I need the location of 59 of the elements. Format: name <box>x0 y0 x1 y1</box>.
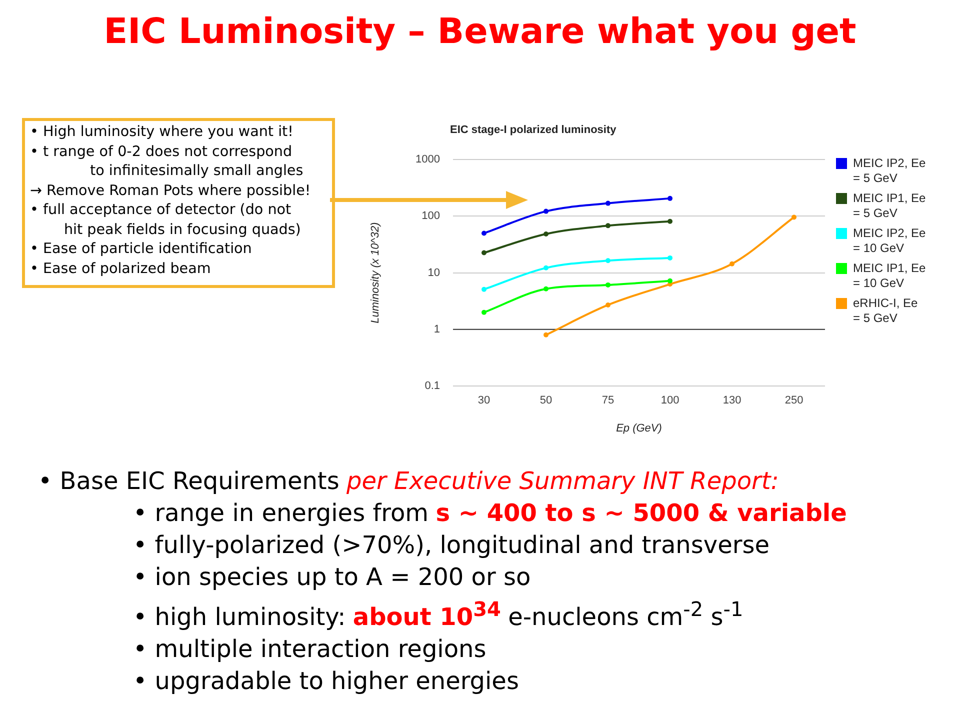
text: e-nucleons cm$^{-2}$ s$^{-1}$ <box>508 597 744 631</box>
text: per Executive Summary INT Report: <box>346 467 779 495</box>
point <box>668 196 672 201</box>
x-tick-label: 75 <box>602 394 614 407</box>
text: • t range of 0-2 does not correspond <box>30 142 294 162</box>
chart-title: EIC Luminosity – Beware what you get <box>102 12 858 52</box>
x-axis-title: Ep (GeV) <box>616 422 662 434</box>
text: • high luminosity: <box>133 603 346 631</box>
y-axis-title: Luminosity (x 10^32) <box>370 222 382 324</box>
y-tick-label: 100 <box>422 210 440 222</box>
text: • range in energies from <box>133 499 429 527</box>
chart-subtitle: EIC stage-I polarized luminosity <box>450 124 616 136</box>
text: • multiple interaction regions <box>133 635 486 663</box>
text: • Ease of polarized beam <box>30 260 212 278</box>
text: hit peak fields in focusing quads) <box>63 220 302 240</box>
point <box>730 261 734 266</box>
point <box>544 265 548 270</box>
point <box>544 231 548 236</box>
x-tick-label: 50 <box>540 394 552 407</box>
point <box>482 230 486 236</box>
legend-label: MEIC IP1, Ee = 10 GeV <box>853 261 926 291</box>
y-tick-label: 1000 <box>416 154 440 166</box>
point <box>544 332 548 338</box>
text: • fully-polarized (>70%), longitudinal and transverse <box>133 531 770 559</box>
point <box>668 255 672 260</box>
text: • upgradable to higher energies <box>133 667 519 695</box>
legend-label: MEIC IP2, Ee = 10 GeV <box>853 226 926 256</box>
point <box>792 214 796 220</box>
y-tick-label: 10 <box>428 266 440 279</box>
point <box>544 208 548 214</box>
point <box>544 286 548 292</box>
point <box>482 286 486 292</box>
text: to infinitesimally small angles <box>89 162 304 181</box>
y-tick-label: 1 <box>434 323 440 336</box>
text: • Ease of particle identification <box>30 240 253 259</box>
legend-label: MEIC IP1, Ee = 5 GeV <box>853 191 926 221</box>
text: • Base EIC Requirements <box>38 467 340 495</box>
point <box>668 278 672 284</box>
legend-label: eRHIC-I, Ee = 5 GeV <box>853 296 919 326</box>
point <box>668 218 672 224</box>
point <box>606 258 610 264</box>
point <box>606 223 610 228</box>
x-tick-label: 100 <box>660 394 680 407</box>
text: s ~ 400 to s ~ 5000 & variable <box>436 499 847 527</box>
point <box>606 302 610 308</box>
y-tick-label: 0.1 <box>424 380 440 392</box>
x-tick-label: 250 <box>784 394 804 407</box>
legend-label: MEIC IP2, Ee = 5 GeV <box>853 156 926 186</box>
point <box>606 282 610 288</box>
text: • ion species up to A = 200 or so <box>133 563 531 591</box>
point <box>482 250 486 256</box>
text: • High luminosity where you want it! <box>30 123 294 142</box>
text: • full acceptance of detector (do not <box>30 201 292 220</box>
x-tick-label: 130 <box>722 394 742 407</box>
point <box>482 310 486 315</box>
text: → Remove Roman Pots where possible! <box>30 182 312 200</box>
point <box>606 200 610 206</box>
x-tick-label: 30 <box>478 394 490 407</box>
text: about 10$^{34}$ <box>352 597 501 631</box>
